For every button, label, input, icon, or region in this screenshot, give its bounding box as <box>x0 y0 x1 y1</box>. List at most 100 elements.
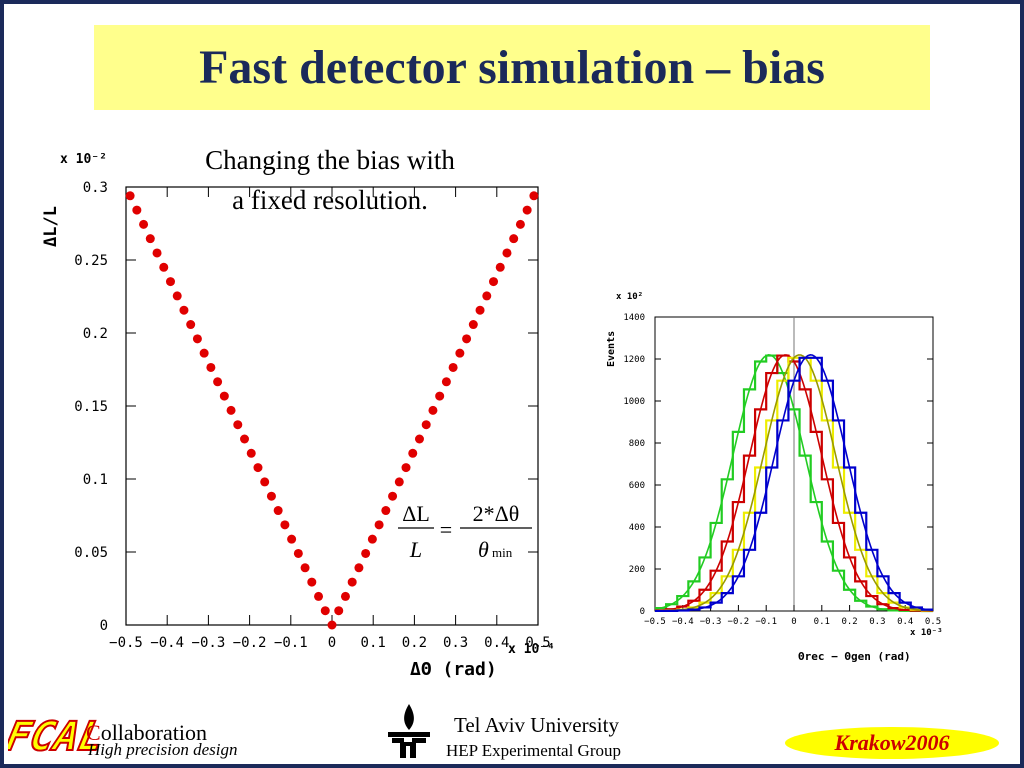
x-tick-label: −0.3 <box>700 617 722 627</box>
caption-line-1: Changing the bias with <box>205 145 455 175</box>
y-tick-label: 0.15 <box>74 399 108 415</box>
svg-text:FCAL: FCAL <box>8 712 103 757</box>
y-tick-label: 0 <box>100 618 108 634</box>
x-tick-label: 0.4 <box>484 635 509 651</box>
x-multiplier: x 10⁻⁴ <box>508 642 555 657</box>
caption-line-2: a fixed resolution. <box>232 185 428 215</box>
x-tick-label: 0.3 <box>443 635 468 651</box>
collaboration-label: Collaboration <box>86 720 207 746</box>
data-point <box>327 620 337 630</box>
data-point <box>428 405 438 415</box>
eq-lhs-numerator: ΔL <box>402 501 430 526</box>
data-point <box>280 520 290 530</box>
x-tick-label: −0.1 <box>274 635 308 651</box>
x-tick-label: 0.2 <box>402 635 427 651</box>
data-point <box>300 563 310 573</box>
data-point <box>401 463 411 473</box>
data-point <box>334 606 344 616</box>
x-tick-label: 0.5 <box>925 617 941 627</box>
eq-rhs-numerator: 2*Δθ <box>473 501 520 526</box>
tau-emblem-icon <box>388 704 430 758</box>
data-point <box>266 491 276 501</box>
conference-badge: Krakow2006 <box>785 727 999 759</box>
y-tick-label: 1200 <box>623 355 645 365</box>
x-axis-label: Θrec − Θgen (rad) <box>798 650 911 663</box>
y-tick-label: 0.2 <box>83 326 108 342</box>
data-point <box>199 348 209 358</box>
data-point <box>186 320 196 330</box>
x-tick-label: 0.1 <box>361 635 386 651</box>
y-tick-label: 0.1 <box>83 472 108 488</box>
y-tick-label: 0.25 <box>74 253 108 269</box>
group-name: HEP Experimental Group <box>446 741 621 760</box>
y-tick-label: 600 <box>629 481 645 491</box>
y-tick-label: 0.3 <box>83 180 108 196</box>
fcal-logo: FCAL <box>8 712 103 757</box>
data-point <box>394 477 404 487</box>
x-tick-label: 0.1 <box>814 617 830 627</box>
data-point <box>354 563 364 573</box>
y-axis-label: ΔL/L <box>41 206 61 247</box>
data-point <box>529 191 539 201</box>
data-point <box>240 434 250 444</box>
data-point <box>132 205 142 215</box>
data-point <box>462 334 472 344</box>
data-point <box>219 391 229 401</box>
data-point <box>253 463 263 473</box>
data-point <box>435 391 445 401</box>
data-point <box>408 448 418 458</box>
data-point <box>374 520 384 530</box>
bias-scatter-chart: 0 0.05 0.1 0.15 0.2 0.25 0.3 −0.5 −0.4 −0.3 −0.2 −0… <box>41 152 555 680</box>
fit-curve <box>654 354 934 612</box>
data-point <box>347 577 357 587</box>
data-point <box>145 234 155 244</box>
data-point <box>475 305 485 315</box>
university-name: Tel Aviv University <box>454 713 619 737</box>
conference-city: Krakow <box>834 730 906 755</box>
x-axis-label: ΔΘ (rad) <box>410 659 497 680</box>
slide-title: Fast detector simulation – bias <box>199 41 825 94</box>
fit-curve <box>654 354 934 612</box>
y-tick-label: 1400 <box>623 313 645 323</box>
data-point <box>246 448 256 458</box>
data-point <box>455 348 465 358</box>
y-multiplier: x 10² <box>616 292 643 302</box>
data-point <box>139 219 149 229</box>
y-multiplier: x 10⁻² <box>60 152 107 167</box>
eq-rhs-denominator: θ <box>478 537 489 562</box>
events-histogram-chart: 0 200 400 600 800 1000 1200 1400 −0.5 −0.4 −0.3 −0.… <box>606 292 943 663</box>
x-multiplier: x 10⁻³ <box>910 628 943 638</box>
data-point <box>159 262 169 272</box>
data-point <box>509 234 519 244</box>
y-tick-label: 0 <box>640 607 645 617</box>
data-point <box>361 548 371 558</box>
data-point <box>448 362 458 372</box>
title-background <box>94 25 930 110</box>
fit-curve <box>654 354 934 612</box>
x-tick-label: 0.3 <box>869 617 885 627</box>
data-point <box>502 248 512 258</box>
data-point <box>381 506 391 516</box>
data-point <box>213 377 223 387</box>
fit-curve <box>654 354 934 612</box>
histogram-series <box>655 356 933 613</box>
y-axis-label: Events <box>606 331 617 367</box>
resolution-equation: ΔL L = 2*Δθ θ min <box>398 501 532 562</box>
data-point <box>273 506 283 516</box>
data-point <box>206 362 216 372</box>
data-point <box>421 420 431 430</box>
x-tick-label: −0.3 <box>192 635 226 651</box>
y-tick-label: 200 <box>629 565 645 575</box>
collab-initial: C <box>86 720 101 745</box>
data-point <box>495 262 505 272</box>
collab-rest: ollaboration <box>100 720 207 745</box>
data-point <box>152 248 162 258</box>
x-tick-label: 0.2 <box>841 617 857 627</box>
data-point <box>307 577 317 587</box>
data-point <box>260 477 270 487</box>
y-tick-label: 0.05 <box>74 545 108 561</box>
slide-caption: Changing the bias with a fixed resolutio… <box>160 140 500 220</box>
data-point <box>320 606 330 616</box>
eq-equals: = <box>440 517 452 542</box>
